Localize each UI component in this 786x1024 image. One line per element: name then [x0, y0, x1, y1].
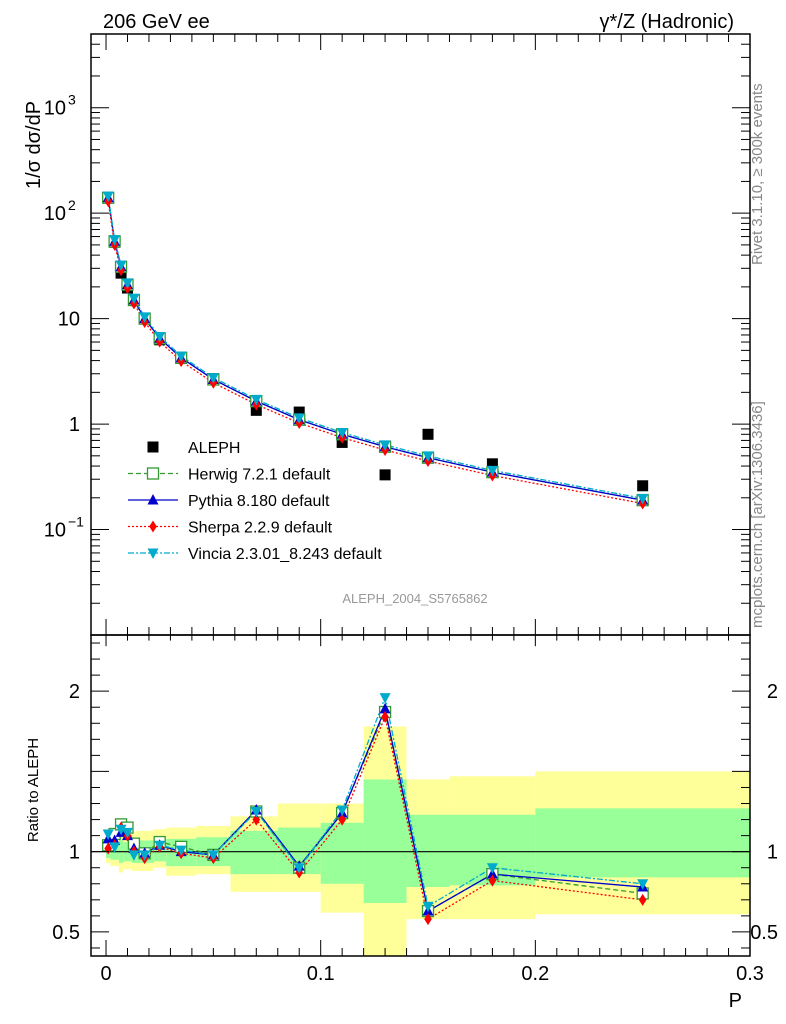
- ratio-band-green: [535, 808, 750, 878]
- ratio-point-triangle-down: [115, 824, 127, 836]
- main-point-triangle-down: [109, 235, 121, 246]
- y-tick-label-main: 10: [44, 98, 66, 120]
- main-point-triangle-down: [154, 332, 166, 343]
- x-axis-title: P: [729, 990, 742, 1012]
- analysis-id-label: ALEPH_2004_S5765862: [342, 591, 487, 606]
- main-line-triangle-down: [107, 195, 643, 499]
- ratio-point-triangle-down: [102, 829, 114, 841]
- legend-label: Herwig 7.2.1 default: [188, 467, 331, 484]
- legend: ALEPH Herwig 7.2.1 default Pythia 8.180 de…: [128, 440, 382, 563]
- ratio-plot-frame: [90, 634, 751, 957]
- ratio-band-green: [230, 830, 278, 875]
- main-point-triangle-down: [293, 413, 305, 424]
- main-point-triangle-down: [486, 465, 498, 477]
- legend-marker: [147, 494, 159, 505]
- ratio-point-triangle-down: [637, 879, 649, 890]
- ratio-point-triangle-up: [379, 702, 391, 714]
- main-point-triangle-down: [121, 278, 133, 289]
- main-point-triangle-down: [115, 260, 127, 272]
- legend-marker: [147, 441, 159, 453]
- ratio-uncertainty-bands: [91, 726, 750, 956]
- ratio-band-green: [363, 779, 407, 904]
- data-point-aleph: [293, 406, 305, 418]
- main-point-triangle-down: [250, 394, 262, 406]
- y-tick-label-ratio-left: 2: [69, 681, 80, 703]
- main-point-triangle-down: [336, 428, 348, 439]
- header-right-process: γ*/Z (Hadronic): [600, 11, 734, 33]
- y-tick-label-ratio-right: 2: [767, 681, 778, 703]
- main-point-triangle-down: [379, 440, 391, 451]
- y-tick-label-main: 10: [58, 309, 80, 331]
- ratio-point-triangle-down: [293, 863, 305, 874]
- main-point-triangle-down: [207, 373, 219, 384]
- x-tick-label: 0.2: [521, 963, 549, 985]
- y-tick-label-ratio-right: 1: [767, 842, 778, 864]
- ratio-y-axis-title: Ratio to ALEPH: [25, 738, 42, 842]
- y-tick-label-main: 1: [69, 414, 80, 436]
- data-point-aleph: [486, 458, 498, 470]
- ratio-line-diamond: [107, 714, 643, 921]
- ratio-point-triangle-down: [486, 863, 498, 874]
- ratio-series-markers: [102, 693, 649, 926]
- ratio-point-triangle-down: [379, 693, 391, 704]
- ratio-point-triangle-down: [336, 805, 348, 816]
- ratio-point-diamond: [338, 813, 346, 826]
- ratio-point-triangle-down: [175, 845, 187, 857]
- ratio-point-diamond: [381, 710, 389, 723]
- x-tick-label: 0.1: [307, 963, 335, 985]
- y-tick-label-main: 10: [44, 520, 66, 542]
- data-point-aleph: [422, 428, 434, 440]
- main-point-triangle-down: [175, 351, 187, 363]
- x-tick-label: 0.3: [736, 963, 764, 985]
- data-point-aleph: [379, 469, 391, 481]
- y-tick-label-main-exponent: −1: [68, 514, 84, 530]
- ratio-point-triangle-down: [121, 827, 133, 839]
- main-point-triangle-down: [128, 293, 140, 305]
- ratio-band-green: [320, 822, 364, 884]
- y-tick-label-main-exponent: 3: [68, 92, 76, 108]
- x-tick-label: 0: [100, 963, 111, 985]
- mcplots-label: mcplots.cern.ch [arXiv:1306.3436]: [749, 401, 766, 628]
- legend-label: Pythia 8.180 default: [188, 493, 330, 510]
- ratio-point-triangle-down: [207, 850, 219, 861]
- legend-label: ALEPH: [188, 440, 240, 457]
- ratio-point-triangle-down: [250, 807, 262, 818]
- y-tick-label-ratio-left: 0.5: [52, 922, 80, 944]
- main-series-lines: [107, 195, 643, 505]
- ratio-band-green: [406, 814, 450, 887]
- data-point-aleph: [637, 480, 649, 492]
- legend-marker: [149, 520, 157, 533]
- ratio-point-diamond: [252, 813, 261, 826]
- main-series-markers: [102, 191, 649, 510]
- legend-label: Vincia 2.3.01_8.243 default: [188, 546, 382, 563]
- main-line-diamond: [107, 200, 643, 505]
- legend-marker: [147, 548, 159, 559]
- rivet-version-label: Rivet 3.1.10, ≥ 300k events: [749, 83, 766, 265]
- ratio-point-triangle-down: [128, 850, 140, 861]
- main-plot-frame: [90, 33, 751, 636]
- main-point-triangle-down: [422, 451, 434, 462]
- legend-label: Sherpa 2.2.9 default: [188, 520, 333, 537]
- ratio-point-diamond: [638, 893, 647, 906]
- legend-marker: [146, 467, 160, 480]
- ratio-point-triangle-down: [422, 901, 434, 913]
- axis-ticks: [91, 33, 751, 956]
- ratio-point-triangle-down: [139, 850, 151, 861]
- y-tick-label-main-exponent: 2: [68, 197, 76, 213]
- y-tick-label-ratio-right: 0.5: [750, 922, 778, 944]
- main-point-triangle-down: [139, 312, 151, 323]
- ratio-point-diamond: [424, 913, 432, 926]
- ratio-point-diamond: [488, 874, 497, 887]
- header-left-title: 206 GeV ee: [103, 11, 210, 33]
- ratio-point-triangle-down: [154, 840, 166, 852]
- ratio-point-triangle-down: [109, 842, 121, 853]
- y-tick-label-ratio-left: 1: [69, 842, 80, 864]
- main-point-triangle-down: [637, 493, 649, 505]
- y-tick-label-main: 10: [44, 203, 66, 225]
- main-y-axis-title: 1/σ dσ/dP: [23, 101, 45, 189]
- main-point-triangle-down: [102, 191, 114, 202]
